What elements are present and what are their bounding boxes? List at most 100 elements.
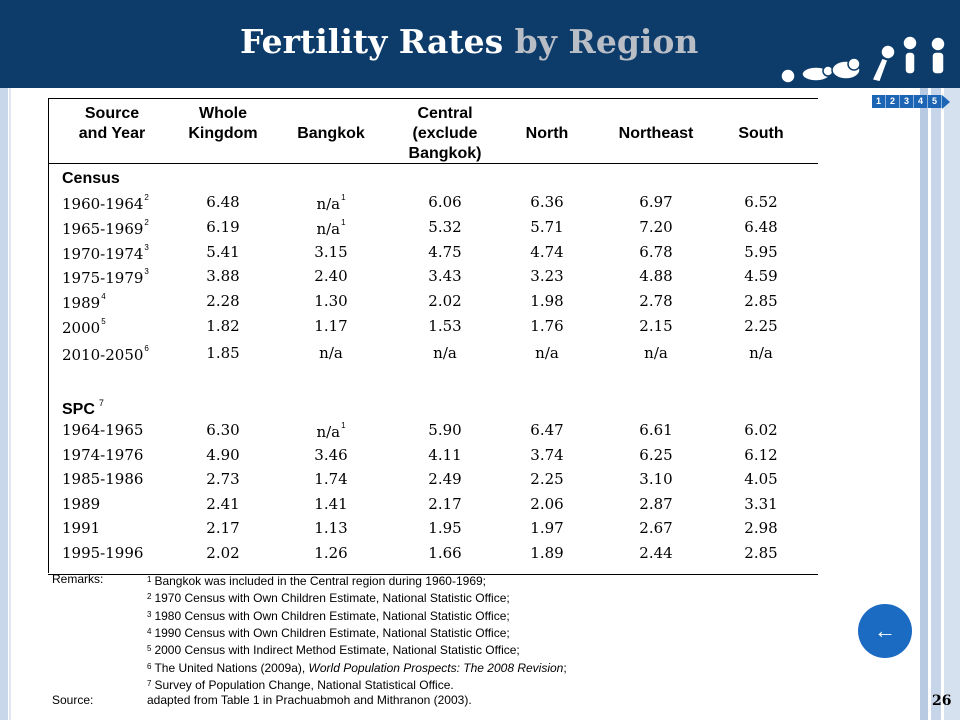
value-cell: 2.98 <box>716 519 806 537</box>
value-cell: 6.48 <box>716 218 806 236</box>
value-cell: 2.44 <box>611 544 701 562</box>
value-text: n/a <box>319 344 343 362</box>
value-text: 2.25 <box>530 470 564 488</box>
value-text: 6.02 <box>744 421 778 439</box>
table-left-rule <box>48 98 49 573</box>
value-text: 3.88 <box>206 267 240 285</box>
value-text: 5.90 <box>428 421 462 439</box>
source-text: adapted from Table 1 in Prachuabmoh and … <box>147 693 472 707</box>
slide-title: Fertility Rates by Region <box>240 22 698 61</box>
table-row: 1985-1986 2.73 1.74 2.49 2.25 3.10 4.05 <box>0 470 960 494</box>
footnote-marker: 1 <box>341 218 346 227</box>
footnote-marker: 1 <box>341 193 346 202</box>
value-cell: 1.82 <box>178 317 268 335</box>
value-cell: n/a1 <box>286 193 376 213</box>
value-cell: 2.67 <box>611 519 701 537</box>
value-text: 2.98 <box>744 519 778 537</box>
value-text: 1.95 <box>428 519 462 537</box>
value-cell: 6.02 <box>716 421 806 439</box>
value-text: 4.59 <box>744 267 778 285</box>
left-border-inner <box>9 88 11 720</box>
back-button[interactable]: ← <box>858 604 912 658</box>
value-text: 2.02 <box>206 544 240 562</box>
value-text: n/a <box>316 220 341 238</box>
value-text: 6.61 <box>639 421 673 439</box>
value-text: 2.85 <box>744 544 778 562</box>
value-text: 1.97 <box>530 519 564 537</box>
step-3[interactable]: 3 <box>900 95 914 108</box>
footnote-marker: 2 <box>144 193 149 202</box>
value-text: 4.05 <box>744 470 778 488</box>
year-cell: 1970-19743 <box>62 243 149 263</box>
value-text: 4.88 <box>639 267 673 285</box>
value-text: 7.20 <box>639 218 673 236</box>
table-row: 19894 2.28 1.30 2.02 1.98 2.78 2.85 <box>0 292 960 316</box>
value-text: 1.30 <box>314 292 348 310</box>
value-cell: n/a <box>716 344 806 362</box>
value-text: 6.06 <box>428 193 462 211</box>
value-cell: 3.46 <box>286 446 376 464</box>
value-text: n/a <box>316 423 341 441</box>
value-cell: 2.25 <box>502 470 592 488</box>
col-header-whole-kingdom: Whole Kingdom <box>188 105 258 142</box>
year-text: 1975-1979 <box>62 269 144 287</box>
value-cell: 2.85 <box>716 544 806 562</box>
value-text: 1.89 <box>530 544 564 562</box>
value-text: 1.26 <box>314 544 348 562</box>
value-cell: 2.41 <box>178 495 268 513</box>
value-cell: 6.30 <box>178 421 268 439</box>
value-cell: 2.40 <box>286 267 376 285</box>
value-cell: 6.48 <box>178 193 268 211</box>
table-row: 1965-19692 6.19 n/a1 5.32 5.71 7.20 6.48 <box>0 218 960 242</box>
year-text: 2000 <box>62 319 101 337</box>
value-cell: 3.23 <box>502 267 592 285</box>
value-text: 2.67 <box>639 519 673 537</box>
table-row: 1991 2.17 1.13 1.95 1.97 2.67 2.98 <box>0 519 960 543</box>
value-text: n/a <box>316 195 341 213</box>
year-cell: 1995-1996 <box>62 544 143 562</box>
value-cell: 3.10 <box>611 470 701 488</box>
year-cell: 1960-19642 <box>62 193 149 213</box>
footnote-marker: 2 <box>144 218 149 227</box>
value-text: 6.47 <box>530 421 564 439</box>
remark-text: Survey of Population Change, National St… <box>154 677 454 692</box>
value-cell: 2.73 <box>178 470 268 488</box>
value-cell: n/a <box>400 344 490 362</box>
value-cell: n/a <box>502 344 592 362</box>
value-text: 6.48 <box>206 193 240 211</box>
value-text: 2.15 <box>639 317 673 335</box>
value-cell: 6.12 <box>716 446 806 464</box>
value-cell: 6.19 <box>178 218 268 236</box>
year-text: 1995-1996 <box>62 544 144 562</box>
value-text: 3.15 <box>314 243 348 261</box>
value-cell: 4.59 <box>716 267 806 285</box>
value-cell: 7.20 <box>611 218 701 236</box>
year-cell: 1965-19692 <box>62 218 149 238</box>
footnote-marker: 4 <box>101 292 106 301</box>
value-text: 3.31 <box>744 495 778 513</box>
value-cell: 6.47 <box>502 421 592 439</box>
step-1[interactable]: 1 <box>872 95 886 108</box>
value-text: 1.82 <box>206 317 240 335</box>
value-text: 6.48 <box>744 218 778 236</box>
value-cell: 1.85 <box>178 344 268 362</box>
step-indicator: 1 2 3 4 5 <box>872 95 950 109</box>
value-cell: 5.32 <box>400 218 490 236</box>
value-cell: 2.78 <box>611 292 701 310</box>
year-cell: 1989 <box>62 495 100 513</box>
year-text: 1960-1964 <box>62 195 144 213</box>
value-cell: 2.49 <box>400 470 490 488</box>
step-4[interactable]: 4 <box>914 95 928 108</box>
value-text: 3.10 <box>639 470 673 488</box>
value-text: 2.49 <box>428 470 462 488</box>
evolution-figures-icon <box>778 34 954 88</box>
source-label: Source: <box>52 693 94 707</box>
value-text: 3.43 <box>428 267 462 285</box>
remark-number: 4 <box>147 626 152 636</box>
step-5[interactable]: 5 <box>928 95 942 108</box>
value-cell: 1.97 <box>502 519 592 537</box>
value-cell: 6.52 <box>716 193 806 211</box>
step-2[interactable]: 2 <box>886 95 900 108</box>
value-text: 5.32 <box>428 218 462 236</box>
value-cell: 1.13 <box>286 519 376 537</box>
